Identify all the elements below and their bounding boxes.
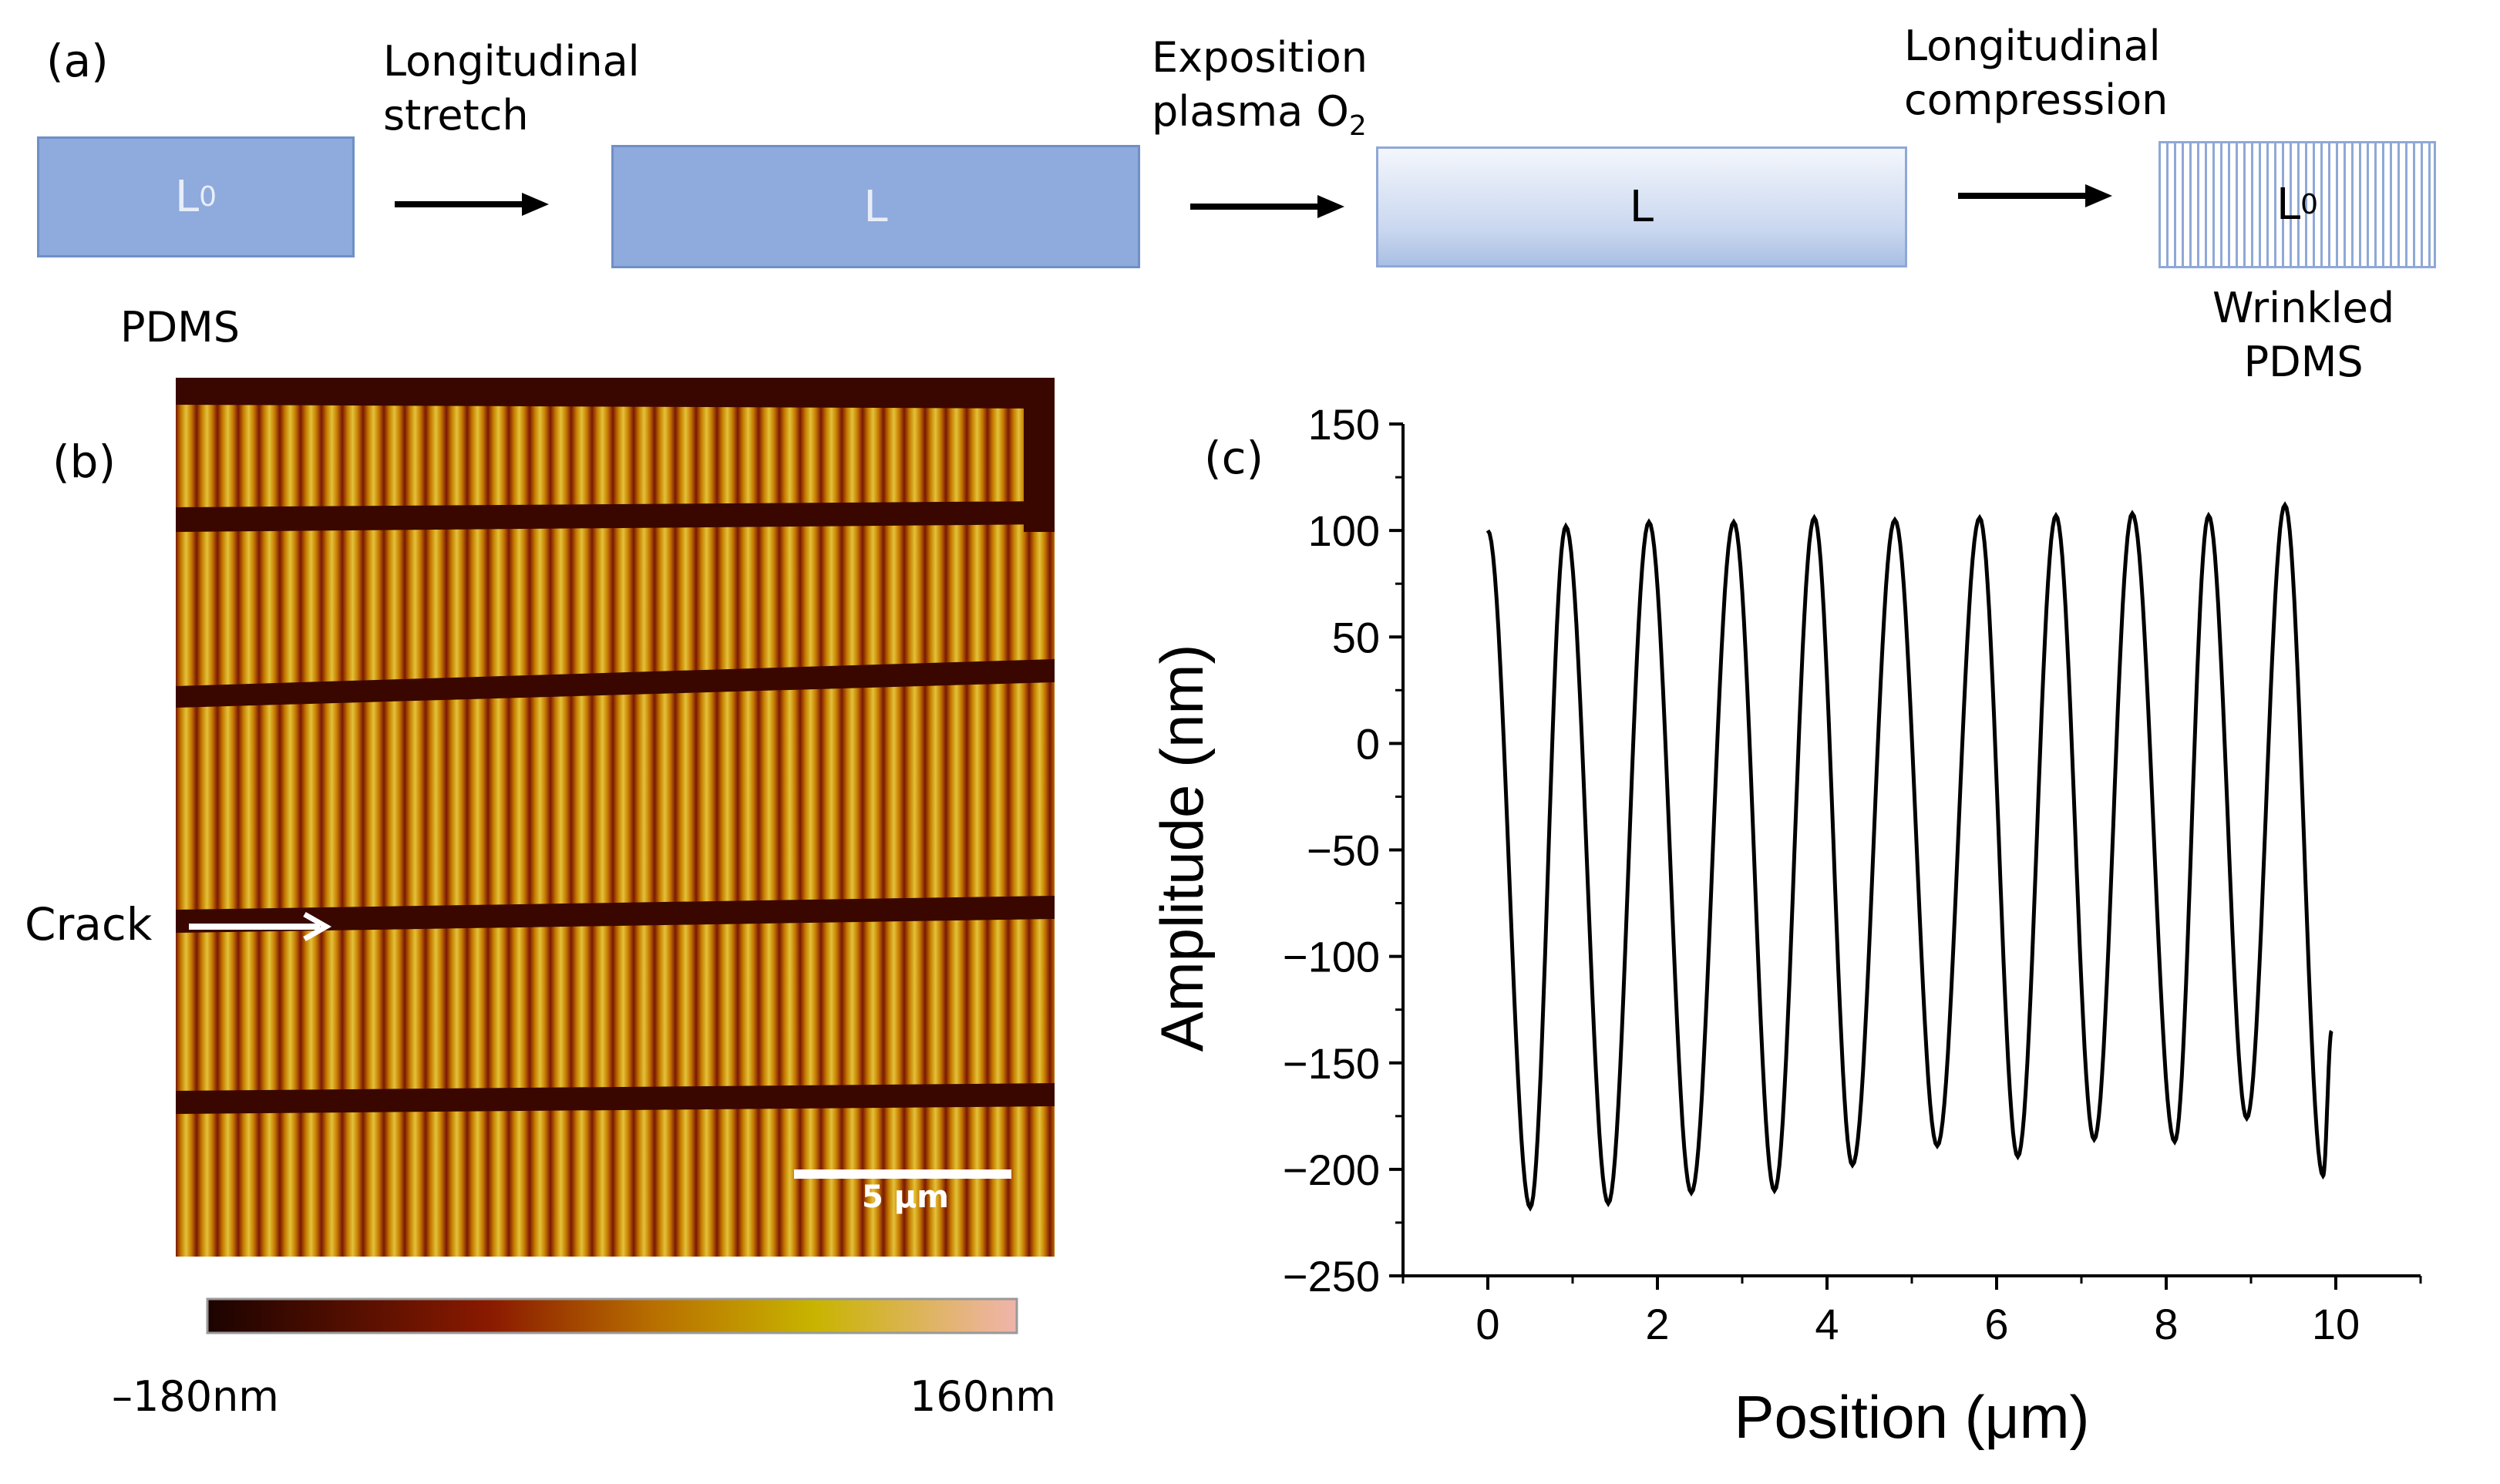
box-label: L: [1629, 182, 1654, 232]
x-axis-label: Position (μm): [1734, 1383, 2089, 1451]
y-tick-label: −150: [1283, 1039, 1380, 1088]
box-label: L: [174, 172, 200, 222]
arrow-right-icon: [1190, 195, 1344, 218]
y-tick-label: 100: [1308, 506, 1380, 555]
amplitude-chart: 150 100 50 0 −50 −100 −150 −200 −250 0 2 4 6 8 10 Pos…: [1148, 400, 2422, 1451]
step-compression-line2: compression: [1904, 76, 2169, 124]
panel-a-label: (a): [46, 35, 109, 87]
y-tick-label: −100: [1283, 933, 1380, 981]
step-stretch-line1: Longitudinal: [383, 37, 640, 86]
y-tick-label: 150: [1308, 400, 1380, 449]
y-tick-label: −250: [1283, 1252, 1380, 1301]
colorbar: [206, 1297, 1018, 1334]
y-tick-label: −50: [1307, 826, 1380, 875]
x-tick-label: 0: [1475, 1300, 1499, 1348]
colorbar-max-label: 160nm: [910, 1372, 1056, 1421]
x-tick-label: 2: [1645, 1300, 1669, 1348]
panel-b-label: (b): [52, 436, 116, 488]
caption-wrinkled-line2: PDMS: [2243, 338, 2364, 386]
step-stretch-label: Longitudinal stretch: [383, 35, 640, 143]
x-tick-label: 6: [1984, 1300, 2008, 1348]
step-plasma-sub: 2: [1348, 109, 1367, 142]
y-tick-label: 50: [1332, 613, 1380, 661]
arrow-right-icon: [1958, 184, 2112, 207]
arrow-right-icon: [395, 193, 549, 216]
caption-wrinkled-pdms: Wrinkled PDMS: [2212, 281, 2394, 389]
y-tick-label: 0: [1356, 719, 1380, 768]
scale-bar: [794, 1169, 1011, 1179]
caption-pdms: PDMS: [120, 303, 241, 352]
scale-bar-label: 5 µm: [862, 1179, 949, 1215]
pdms-box-oxidized: L: [1376, 146, 1907, 268]
box-label-sub: 0: [2300, 189, 2319, 220]
step-plasma-line2: plasma O: [1152, 87, 1349, 136]
profile-line: [1486, 501, 2333, 1212]
step-plasma-line1: Exposition: [1152, 33, 1368, 82]
colorbar-min-label: –180nm: [112, 1372, 279, 1421]
afm-image: [176, 378, 1055, 1257]
box-label: L: [863, 181, 888, 232]
box-label-sub: 0: [199, 181, 217, 213]
x-tick-label: 8: [2154, 1300, 2178, 1348]
step-plasma-label: Exposition plasma O2: [1152, 31, 1368, 153]
pdms-box-stretched: L: [611, 145, 1140, 268]
crack-label: Crack: [25, 898, 153, 951]
panel-c-label: (c): [1204, 432, 1264, 484]
y-axis-label: Amplitude (nm): [1148, 644, 1216, 1052]
y-tick-label: −200: [1283, 1146, 1380, 1194]
step-stretch-line2: stretch: [383, 91, 529, 140]
x-tick-label: 10: [2312, 1300, 2360, 1348]
crack-arrow-icon: [189, 911, 332, 942]
caption-wrinkled-line1: Wrinkled: [2212, 284, 2395, 332]
x-tick-label: 4: [1815, 1300, 1839, 1348]
box-label: L: [2276, 180, 2301, 230]
step-compression-line1: Longitudinal: [1904, 22, 2161, 70]
step-compression-label: Longitudinal compression: [1904, 19, 2168, 127]
